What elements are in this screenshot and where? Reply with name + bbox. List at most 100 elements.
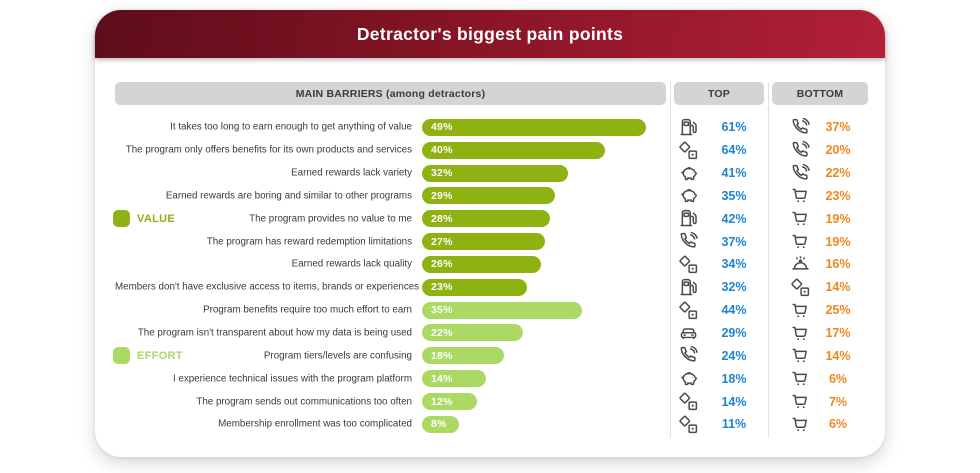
barrier-bar: 23% <box>422 278 528 296</box>
bottom-value: 16% <box>825 257 851 272</box>
barrier-label: The program only offers benefits for its… <box>125 144 412 156</box>
piggy-bank-icon <box>678 368 699 389</box>
bottom-value: 6% <box>828 371 848 386</box>
fuel-pump-icon <box>678 117 699 138</box>
barrier-row: Members don't have exclusive access to i… <box>115 276 870 299</box>
phone-call-icon <box>678 345 699 366</box>
top-value: 14% <box>721 394 747 409</box>
barrier-bar: 49% <box>422 118 646 136</box>
bottom-cell: 20% <box>768 139 868 162</box>
barrier-row: The program has reward redemption limita… <box>115 230 870 253</box>
top-value: 32% <box>721 280 747 295</box>
bottom-value: 19% <box>825 211 851 226</box>
barrier-bar: 18% <box>422 347 505 365</box>
barrier-label: Membership enrollment was too complicate… <box>218 418 412 430</box>
barrier-row: Earned rewards are boring and similar to… <box>115 185 870 208</box>
top-column-header: TOP <box>674 82 764 105</box>
barrier-bar: 22% <box>422 324 523 342</box>
bottom-value: 14% <box>825 280 851 295</box>
barrier-value: 18% <box>431 349 453 362</box>
top-value: 61% <box>721 120 747 135</box>
top-cell: 35% <box>670 185 768 208</box>
value-color-swatch <box>113 210 130 227</box>
phone-call-icon <box>678 231 699 252</box>
bottom-value: 25% <box>825 303 851 318</box>
top-value: 37% <box>721 234 747 249</box>
bottom-value: 6% <box>828 417 848 432</box>
top-value: 42% <box>721 211 747 226</box>
car-icon <box>678 323 699 344</box>
barrier-value: 28% <box>431 212 453 225</box>
shopping-cart-icon <box>790 391 811 412</box>
top-value: 24% <box>721 348 747 363</box>
bottom-value: 17% <box>825 326 851 341</box>
top-value: 11% <box>721 417 747 432</box>
barrier-row: The program sends out communications too… <box>115 390 870 413</box>
card-header: Detractor's biggest pain points <box>95 10 885 58</box>
barrier-value: 14% <box>431 372 453 385</box>
top-cell: 29% <box>670 322 768 345</box>
barrier-value: 29% <box>431 189 453 202</box>
barrier-value: 22% <box>431 326 453 339</box>
main-barriers-header: MAIN BARRIERS (among detractors) <box>115 82 666 105</box>
top-value: 64% <box>721 143 747 158</box>
top-cell: 41% <box>670 162 768 185</box>
top-value: 41% <box>721 166 747 181</box>
food-dome-icon <box>790 254 811 275</box>
barrier-row: The program provides no value to me 28% … <box>115 207 870 230</box>
barrier-bar: 32% <box>422 164 569 182</box>
bottom-value: 14% <box>825 348 851 363</box>
bottom-cell: 19% <box>768 207 868 230</box>
bottom-cell: 14% <box>768 276 868 299</box>
barrier-label: Members don't have exclusive access to i… <box>115 281 420 293</box>
barrier-value: 27% <box>431 235 453 248</box>
barrier-bar: 26% <box>422 255 541 273</box>
barrier-value: 26% <box>431 258 453 271</box>
barrier-value: 12% <box>431 395 453 408</box>
fuel-pump-icon <box>678 277 699 298</box>
phone-call-icon <box>790 163 811 184</box>
barrier-label: I experience technical issues with the p… <box>172 373 412 385</box>
barrier-label: Program tiers/levels are confusing <box>263 350 412 362</box>
shopping-cart-icon <box>790 345 811 366</box>
bottom-cell: 6% <box>768 367 868 390</box>
top-cell: 32% <box>670 276 768 299</box>
barrier-row: Program benefits require too much effort… <box>115 299 870 322</box>
barrier-label: The program has reward redemption limita… <box>206 236 412 248</box>
bottom-value: 19% <box>825 234 851 249</box>
top-value: 35% <box>721 188 747 203</box>
barrier-bar: 28% <box>422 210 550 228</box>
barrier-label: Earned rewards lack quality <box>291 258 412 270</box>
column-divider <box>768 82 769 438</box>
bottom-cell: 6% <box>768 413 868 436</box>
legend-effort-label: EFFORT <box>137 349 183 362</box>
dice-icon <box>678 300 699 321</box>
bottom-cell: 14% <box>768 344 868 367</box>
piggy-bank-icon <box>678 163 699 184</box>
legend-value: VALUE <box>113 210 175 227</box>
bottom-value: 20% <box>825 143 851 158</box>
barrier-bar: 29% <box>422 187 555 205</box>
bottom-column-header: BOTTOM <box>772 82 868 105</box>
top-cell: 37% <box>670 230 768 253</box>
shopping-cart-icon <box>790 323 811 344</box>
effort-color-swatch <box>113 347 130 364</box>
dice-icon <box>790 277 811 298</box>
bottom-cell: 19% <box>768 230 868 253</box>
barriers-list: It takes too long to earn enough to get … <box>115 116 870 436</box>
bottom-cell: 16% <box>768 253 868 276</box>
barrier-bar: 35% <box>422 301 582 319</box>
piggy-bank-icon <box>678 185 699 206</box>
barrier-row: It takes too long to earn enough to get … <box>115 116 870 139</box>
shopping-cart-icon <box>790 208 811 229</box>
barrier-label: The program isn't transparent about how … <box>137 327 412 339</box>
legend-value-label: VALUE <box>137 212 175 225</box>
shopping-cart-icon <box>790 300 811 321</box>
column-divider <box>670 82 671 438</box>
bottom-cell: 23% <box>768 185 868 208</box>
shopping-cart-icon <box>790 231 811 252</box>
barrier-row: Earned rewards lack quality 26% 34% 16% <box>115 253 870 276</box>
barrier-value: 23% <box>431 281 453 294</box>
top-value: 44% <box>721 303 747 318</box>
top-cell: 64% <box>670 139 768 162</box>
